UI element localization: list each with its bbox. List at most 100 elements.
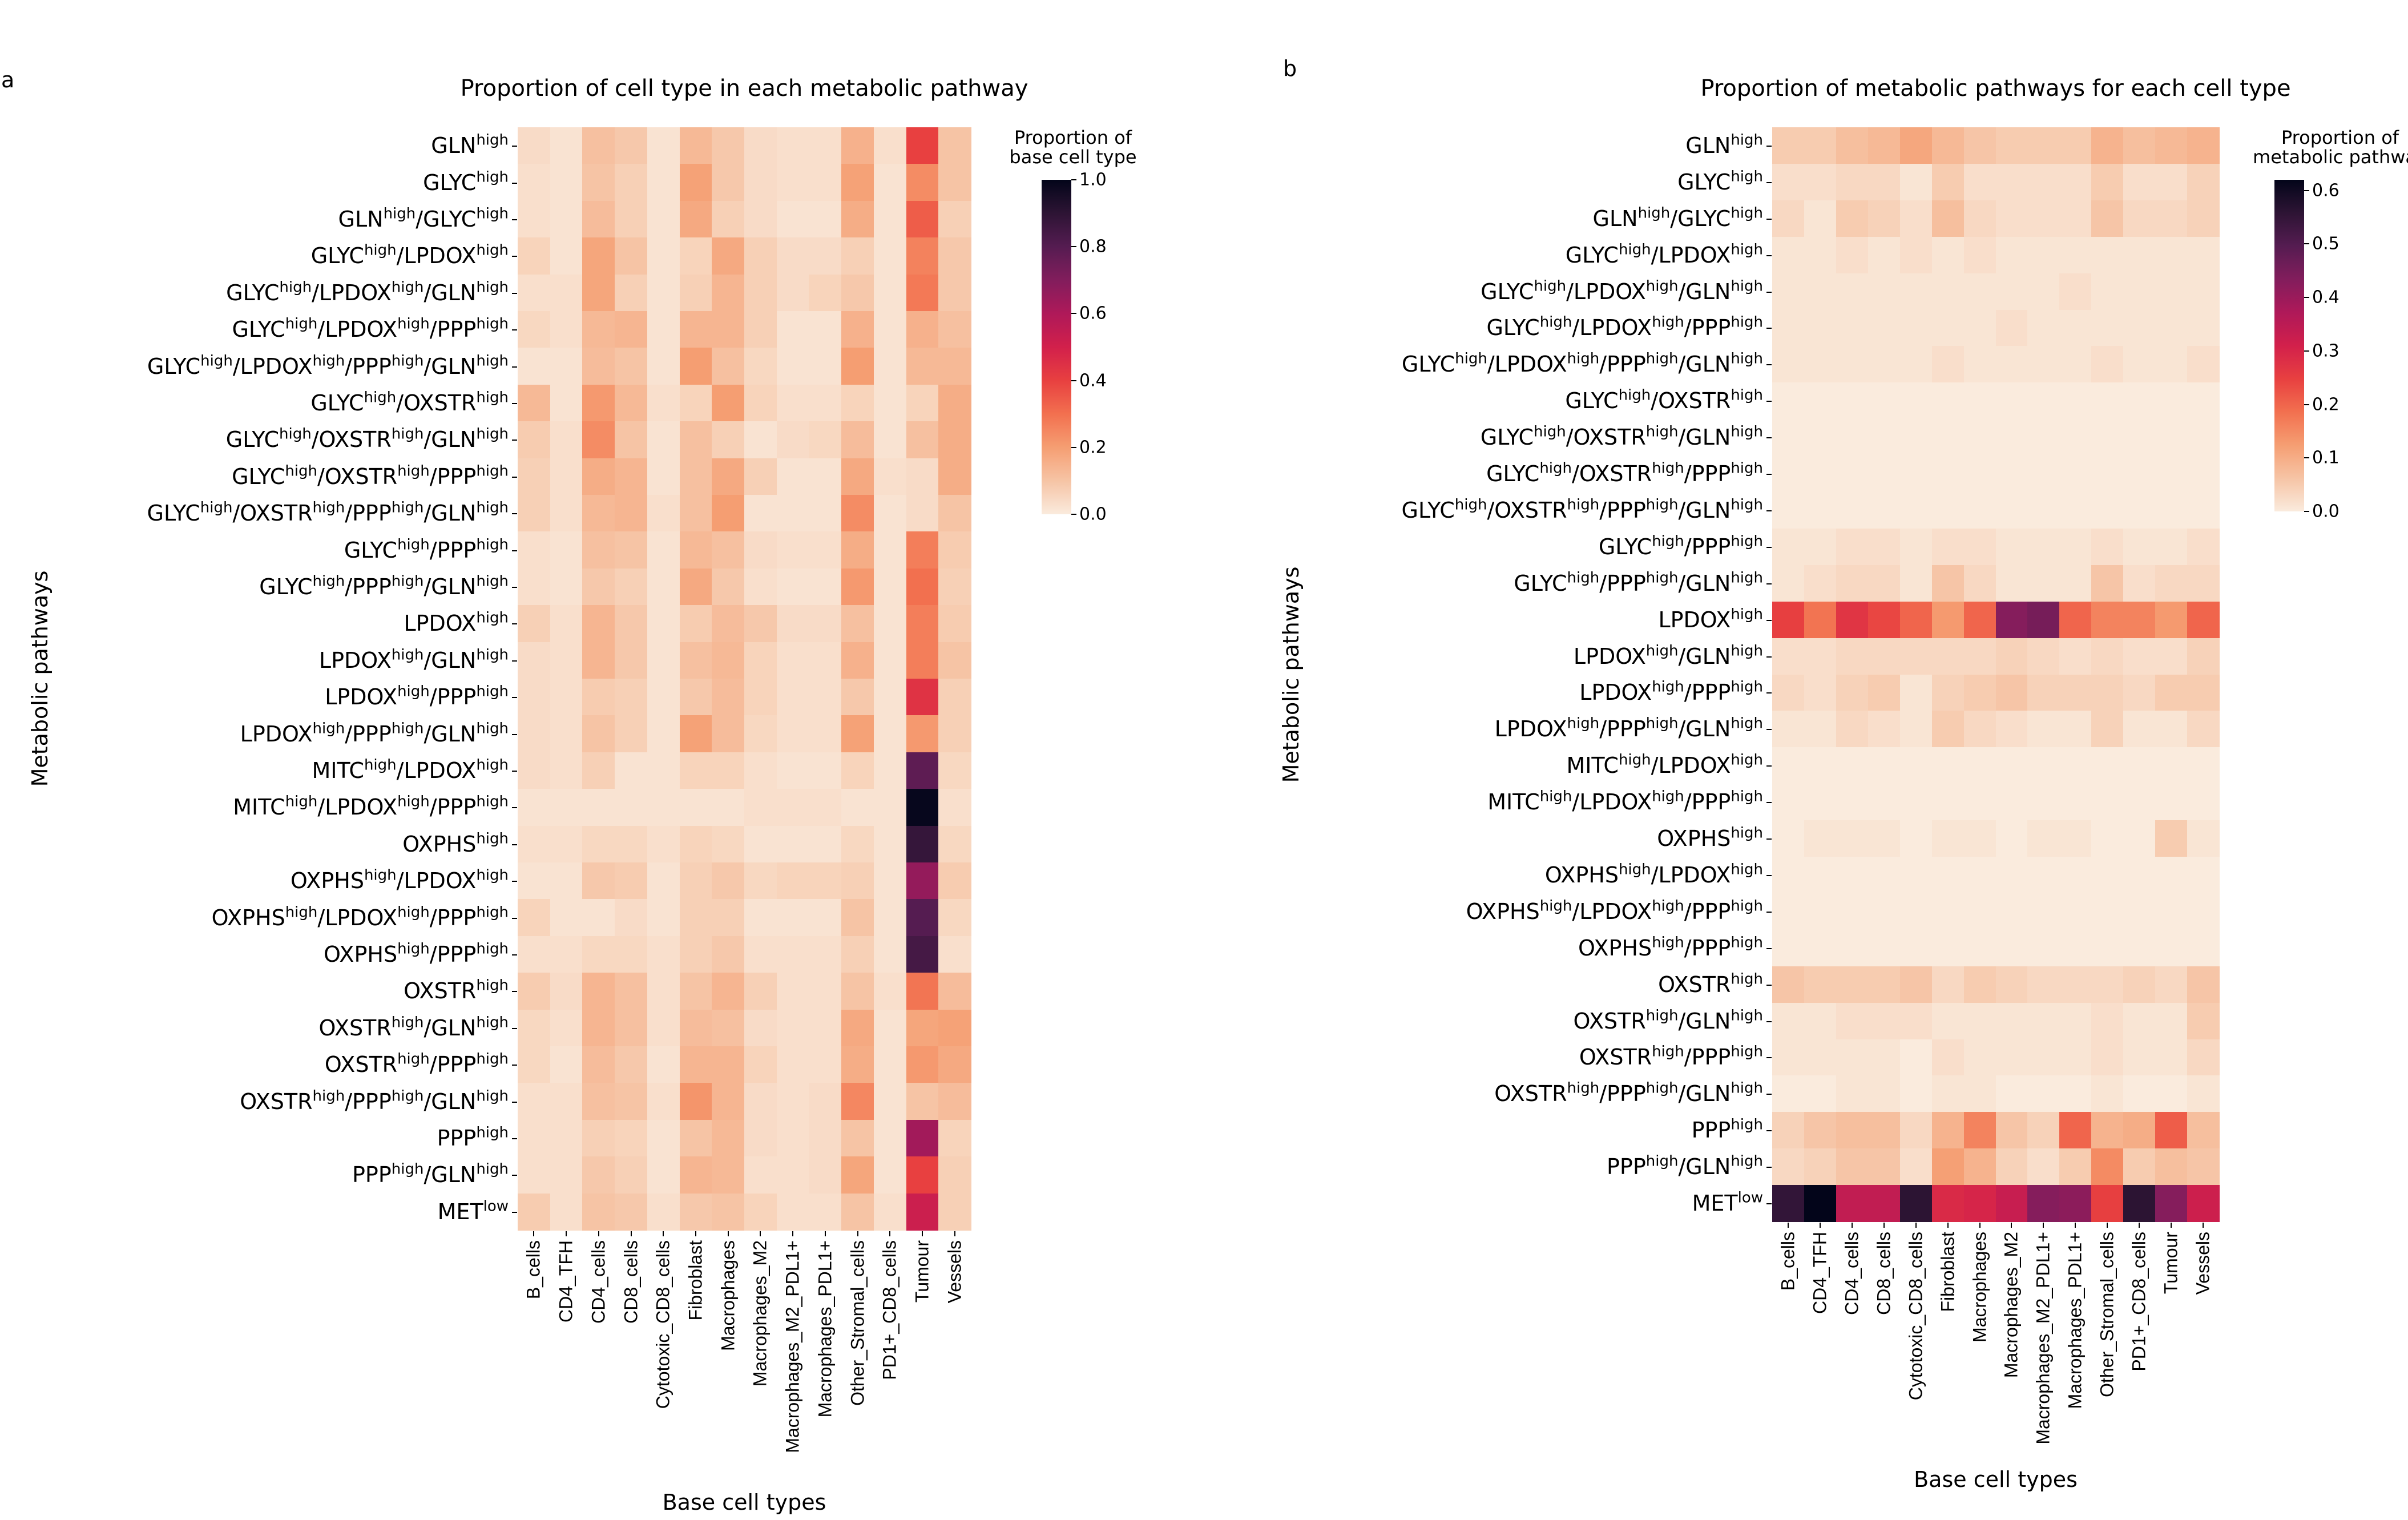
row-label: GLNhigh/GLYChigh <box>338 205 509 232</box>
heatmap-cell <box>776 458 810 495</box>
heatmap-cell <box>1836 784 1869 821</box>
heatmap-cell <box>615 642 648 679</box>
column-label: Macrophages_M2_PDL1+ <box>2032 1232 2054 1445</box>
heatmap-cell <box>906 642 939 679</box>
pathway-level: high <box>391 279 424 296</box>
heatmap-cell <box>873 605 907 643</box>
heatmap-cell <box>809 715 842 753</box>
heatmap-cell <box>550 1046 583 1083</box>
heatmap-cell <box>1772 455 1805 493</box>
heatmap-cell <box>873 200 907 238</box>
heatmap-cell <box>938 237 971 275</box>
pathway-name: GLYC <box>423 207 477 232</box>
row-tick <box>1766 619 1772 621</box>
pathway-level: high <box>1618 751 1651 769</box>
heatmap-cell <box>841 605 874 643</box>
heatmap-cell <box>1899 857 1933 894</box>
pathway-name: GLN <box>1685 1081 1731 1107</box>
heatmap-cell <box>582 1193 615 1231</box>
heatmap-cell <box>1899 638 1933 675</box>
heatmap-cell <box>647 789 680 826</box>
heatmap-cell <box>582 127 615 164</box>
heatmap-cell <box>809 421 842 459</box>
pathway-name: GLYC <box>423 170 477 195</box>
heatmap-cell <box>841 973 874 1010</box>
heatmap-cell <box>2123 747 2156 784</box>
heatmap-cell <box>809 1119 842 1157</box>
column-label: Tumour <box>2160 1232 2181 1295</box>
heatmap-cell <box>582 973 615 1010</box>
heatmap-cell <box>1804 273 1837 311</box>
pathway-level: high <box>1731 970 1763 988</box>
heatmap-cell <box>776 752 810 789</box>
row-tick <box>1766 802 1772 804</box>
heatmap-cell <box>615 274 648 312</box>
heatmap-cell <box>841 1083 874 1120</box>
heatmap-cell <box>809 1156 842 1194</box>
heatmap-cell <box>2123 711 2156 748</box>
heatmap-cell <box>938 899 971 937</box>
pathway-name: PPP <box>352 1088 392 1114</box>
heatmap-cell <box>2027 601 2060 639</box>
heatmap-cell <box>744 1193 777 1231</box>
heatmap-cell <box>1963 273 1996 311</box>
heatmap-cell <box>679 237 712 275</box>
heatmap-cell <box>2155 966 2188 1003</box>
heatmap-cell <box>1899 419 1933 456</box>
heatmap-cell <box>1931 200 1965 237</box>
pathway-level: high <box>1731 1043 1763 1061</box>
row-tick <box>1766 1021 1772 1022</box>
heatmap-cell <box>2123 127 2156 164</box>
heatmap-cell <box>744 348 777 385</box>
heatmap-cell <box>2091 711 2124 748</box>
col-tick <box>1819 1223 1821 1228</box>
pathway-level: high <box>1652 1043 1684 1061</box>
heatmap-cell <box>550 862 583 900</box>
heatmap-cell <box>1899 674 1933 711</box>
pathway-level: high <box>285 462 317 480</box>
pathway-name: GLN <box>431 574 477 599</box>
heatmap-cell <box>744 1009 777 1047</box>
row-label: LPDOXhigh/GLNhigh <box>1573 642 1763 669</box>
pathway-name: LPDOX <box>1579 898 1652 924</box>
heatmap-cell <box>776 1193 810 1231</box>
heatmap-cell <box>2091 638 2124 675</box>
column-label: CD4_TFH <box>555 1240 576 1323</box>
heatmap-cell <box>615 1083 648 1120</box>
heatmap-cell <box>712 899 745 937</box>
colorbar-tick-label: 0.8 <box>1079 236 1107 257</box>
heatmap-cell <box>2091 893 2124 930</box>
heatmap-cell <box>1899 127 1933 164</box>
heatmap-cell <box>744 642 777 679</box>
heatmap-cell <box>1804 929 1837 967</box>
heatmap-cell <box>1804 674 1837 711</box>
pathway-level: high <box>1567 1080 1600 1098</box>
pathway-level: high <box>1652 459 1684 477</box>
heatmap-cell <box>647 237 680 275</box>
heatmap-cell <box>809 1046 842 1083</box>
heatmap-cell <box>841 274 874 312</box>
heatmap-cell <box>938 1083 971 1120</box>
pathway-level: high <box>1731 533 1763 550</box>
heatmap-cell <box>1963 419 1996 456</box>
pathway-name: LPDOX <box>325 905 398 930</box>
heatmap-cell <box>647 495 680 532</box>
heatmap-cell <box>906 1156 939 1194</box>
row-tick <box>1766 1167 1772 1168</box>
heatmap-cell <box>2123 455 2156 493</box>
heatmap-cell <box>1804 163 1837 201</box>
heatmap-cell <box>615 127 648 164</box>
heatmap-cell <box>647 605 680 643</box>
heatmap-cell <box>647 274 680 312</box>
heatmap-cell <box>550 384 583 422</box>
pathway-name: LPDOX <box>1494 716 1567 742</box>
heatmap-cell <box>1772 1002 1805 1040</box>
heatmap-cell <box>647 715 680 753</box>
heatmap-cell <box>647 1009 680 1047</box>
pathway-level: high <box>1652 679 1684 696</box>
heatmap-cell <box>1804 1185 1837 1222</box>
heatmap-cell <box>2059 638 2092 675</box>
pathway-level: high <box>476 793 509 811</box>
pathway-level: high <box>476 866 509 884</box>
heatmap-cell <box>2091 1112 2124 1149</box>
